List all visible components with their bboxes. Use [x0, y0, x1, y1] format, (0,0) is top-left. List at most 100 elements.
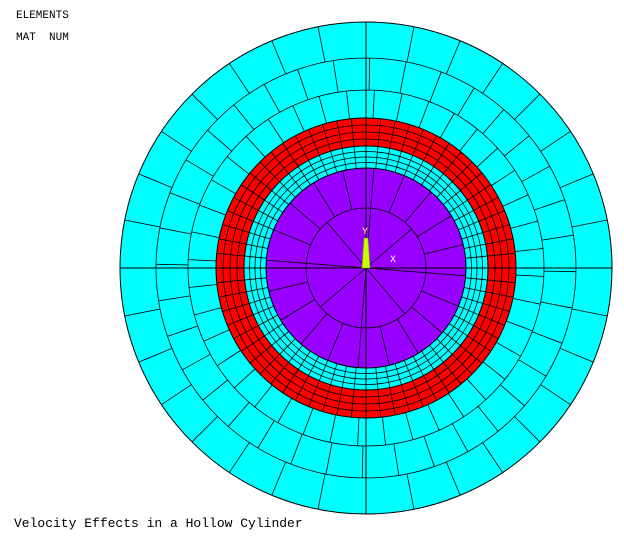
mesh-line: [138, 173, 173, 189]
mesh-line: [320, 267, 367, 308]
mesh-line: [322, 124, 338, 173]
mesh-line: [294, 356, 320, 401]
mesh-line: [317, 26, 326, 63]
mesh-line: [182, 353, 211, 371]
header-line: MAT NUM: [16, 32, 69, 44]
mesh-line: [482, 361, 506, 380]
mesh-line: [571, 308, 608, 317]
mesh-line: [234, 368, 256, 389]
mesh-line: [218, 238, 268, 249]
mesh-line: [482, 442, 504, 473]
mesh-line: [394, 124, 410, 173]
mesh-line: [357, 417, 360, 446]
mesh-line: [308, 360, 329, 407]
mesh-line: [327, 323, 344, 361]
mesh-line: [405, 412, 414, 440]
mesh-line: [439, 113, 455, 138]
mesh-line: [325, 442, 333, 475]
mesh-line: [412, 135, 438, 180]
mesh-line: [249, 172, 289, 205]
mesh-line: [289, 202, 321, 230]
mesh-line: [421, 350, 450, 393]
mesh-line: [199, 204, 226, 216]
mesh-line: [361, 445, 364, 478]
mesh-line: [245, 136, 266, 158]
mesh-line: [416, 215, 452, 237]
mesh-line: [518, 359, 547, 377]
mesh-line: [259, 338, 296, 375]
mesh-line: [385, 120, 396, 170]
mesh-line: [233, 196, 278, 222]
mesh-line: [427, 404, 440, 431]
mesh-line: [188, 259, 217, 262]
mesh-line: [138, 347, 173, 363]
mesh-line: [510, 220, 538, 229]
mesh-line: [461, 296, 510, 312]
mesh-line: [207, 129, 232, 152]
mesh-line: [342, 170, 353, 210]
mesh-line: [282, 143, 311, 186]
mesh-line: [365, 228, 412, 269]
mesh-line: [326, 222, 367, 269]
mesh-line: [267, 119, 284, 143]
mesh-line: [191, 416, 218, 443]
mesh-line: [500, 384, 525, 407]
mesh-line: [540, 301, 573, 309]
mesh-line: [379, 326, 390, 366]
mesh-line: [540, 130, 571, 152]
mesh-line: [429, 345, 462, 385]
mesh-line: [514, 93, 541, 120]
mesh-line: [515, 274, 544, 277]
mesh-line: [313, 182, 335, 218]
mesh-line: [228, 63, 250, 94]
mesh-line: [454, 196, 499, 222]
mesh-line: [216, 277, 267, 284]
mesh-line: [399, 61, 407, 94]
mesh-line: [515, 248, 543, 252]
mesh-line: [403, 129, 424, 176]
mesh-line: [268, 281, 308, 292]
mesh-line: [297, 69, 309, 100]
mesh-line: [124, 308, 161, 317]
mesh-line: [218, 287, 268, 298]
mesh-line: [457, 87, 475, 116]
mesh-line: [270, 345, 303, 385]
mesh-line: [436, 161, 473, 198]
mesh-line: [226, 156, 250, 175]
mesh-line: [124, 219, 161, 228]
mesh-line: [429, 71, 442, 102]
mesh-line: [317, 473, 326, 510]
mesh-line: [461, 224, 510, 240]
mesh-line: [169, 192, 200, 205]
mesh-line: [476, 147, 498, 168]
mesh-line: [465, 277, 516, 284]
mesh-line: [464, 238, 514, 249]
mesh-line: [300, 313, 328, 345]
mesh-line: [270, 151, 303, 191]
mesh-line: [302, 408, 314, 435]
mesh-line: [217, 350, 241, 367]
mesh-line: [227, 305, 274, 326]
mesh-line: [559, 173, 594, 189]
mesh-line: [397, 318, 419, 354]
mesh-line: [404, 191, 432, 223]
mesh-line: [543, 270, 576, 273]
mesh-line: [266, 259, 307, 264]
mesh-line: [421, 143, 450, 186]
mesh-line: [465, 252, 516, 259]
mesh-line: [211, 179, 236, 195]
mesh-line: [350, 367, 357, 418]
mesh-line: [532, 331, 563, 344]
mesh-line: [540, 384, 571, 406]
mesh-line: [393, 443, 400, 476]
mesh-line: [273, 229, 311, 246]
mesh-line: [458, 210, 505, 231]
mesh-line: [504, 135, 530, 157]
mesh-line: [194, 307, 222, 316]
mesh-line: [350, 118, 357, 169]
mesh-line: [496, 341, 521, 357]
mesh-line: [191, 231, 220, 238]
mesh-line: [202, 379, 228, 401]
caption: Velocity Effects in a Hollow Cylinder: [14, 516, 303, 531]
mesh-line: [233, 104, 255, 130]
